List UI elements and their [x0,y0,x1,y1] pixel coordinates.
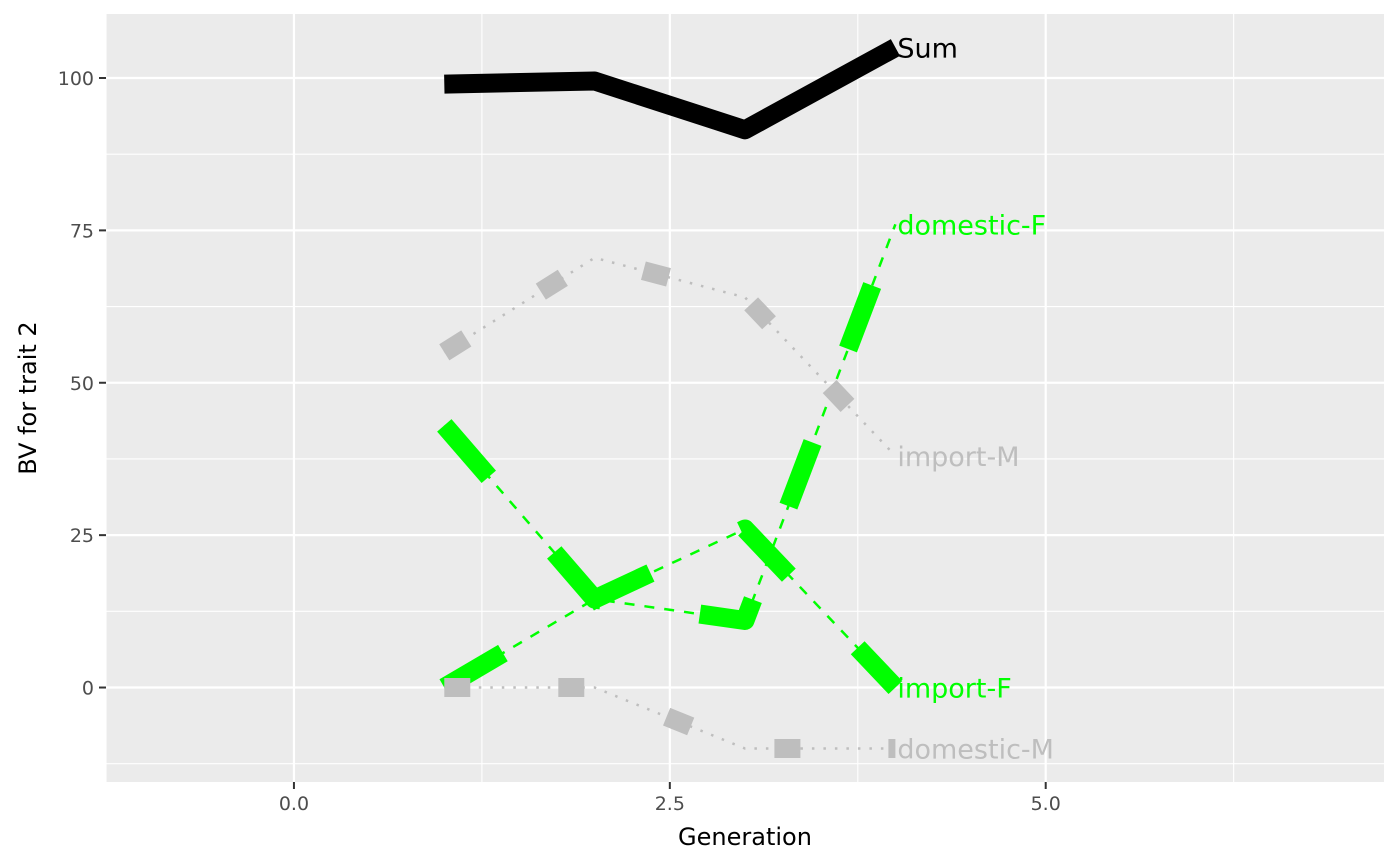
x-axis-title: Generation [678,823,812,851]
y-tick-label: 50 [70,373,94,395]
series-import-m: import-M [439,248,1020,473]
x-tick-label: 5.0 [1031,793,1061,815]
y-tick-label: 0 [82,678,94,700]
y-tick-label: 100 [58,68,94,90]
axis-ticks: 0.0 2.5 5.0 0 25 50 75 100 [58,68,1061,815]
series-domestic-m: domestic-M [444,678,1054,765]
y-axis-title: BV for trait 2 [14,321,42,474]
y-tick-label: 25 [70,525,94,547]
series-thick-segments-domestic-m [444,678,896,758]
series-label-domestic-m: domestic-M [897,734,1054,765]
series-layer: Sum domestic-F import-F import-M domestic-M [437,34,1054,765]
series-thin-line-import-f [443,527,897,689]
x-tick-label: 2.5 [655,793,685,815]
series-label-sum: Sum [897,34,958,65]
series-label-import-f: import-F [897,674,1011,705]
series-label-import-m: import-M [897,442,1019,473]
y-tick-label: 75 [70,220,94,242]
series-import-f: import-F [439,519,1012,705]
series-domestic-f: domestic-F [437,210,1046,630]
series-thin-line-import-m [443,256,897,457]
plot-panel [106,14,1384,782]
series-thin-line-domestic-f [443,223,897,622]
series-label-domestic-f: domestic-F [897,210,1046,241]
series-line-sum [444,39,900,140]
x-tick-label: 0.0 [279,793,309,815]
series-sum: Sum [444,34,958,140]
